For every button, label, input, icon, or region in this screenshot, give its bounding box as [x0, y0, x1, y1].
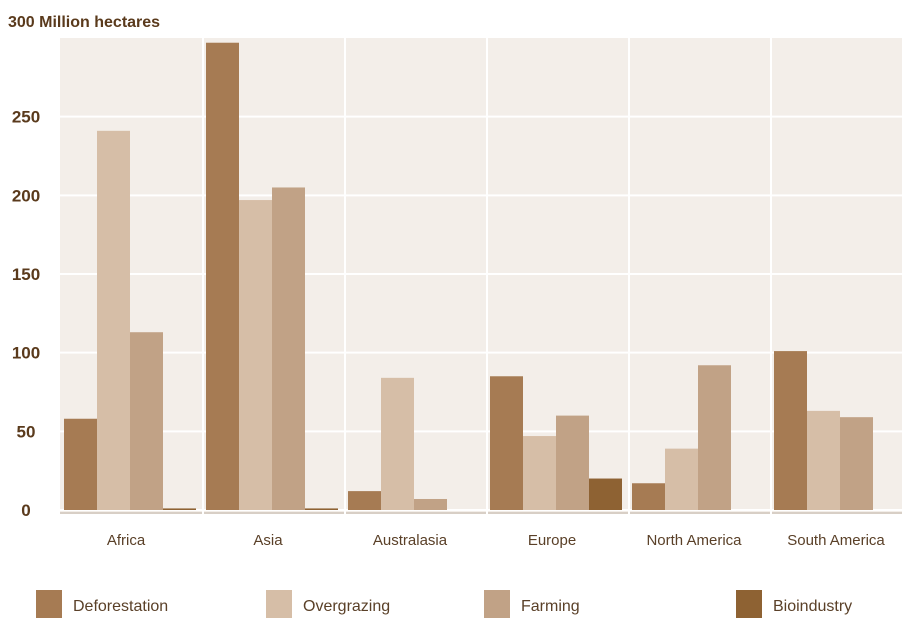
- x-axis-ticks: Africa Asia Australasia Europe North America…: [107, 532, 886, 549]
- x-tick-label: Asia: [253, 532, 283, 549]
- legend: Deforestation Overgrazing Farming Bioindust…: [36, 590, 852, 618]
- bar-deforestation-north-america: [632, 483, 665, 510]
- bar-farming-north-america: [698, 365, 731, 510]
- bar-farming-south-america: [840, 417, 873, 510]
- bar-overgrazing-north-america: [665, 448, 698, 510]
- bar-farming-australasia: [414, 498, 447, 510]
- bars: [64, 42, 873, 510]
- bar-deforestation-europe: [490, 376, 523, 510]
- legend-swatch: [266, 590, 292, 618]
- bar-deforestation-africa: [64, 418, 97, 510]
- legend-swatch: [736, 590, 762, 618]
- legend-item-bioindustry: Bioindustry: [736, 590, 852, 618]
- x-tick-label: Australasia: [373, 532, 448, 549]
- y-tick-label: 250: [12, 108, 40, 127]
- legend-item-overgrazing: Overgrazing: [266, 590, 390, 618]
- bar-deforestation-south-america: [774, 351, 807, 510]
- x-tick-label: North America: [646, 532, 742, 549]
- legend-swatch: [36, 590, 62, 618]
- legend-label: Deforestation: [73, 598, 168, 615]
- bar-overgrazing-asia: [239, 200, 272, 510]
- grid-lines: [60, 115, 902, 514]
- legend-swatch: [484, 590, 510, 618]
- y-axis-ticks: 0 50 100 150 200 250: [12, 108, 40, 520]
- bar-bioindustry-asia: [305, 508, 338, 510]
- bar-farming-europe: [556, 415, 589, 510]
- y-tick-label: 100: [12, 344, 40, 363]
- y-tick-label: 150: [12, 265, 40, 284]
- y-tick-label: 200: [12, 186, 40, 205]
- bar-bioindustry-europe: [589, 478, 622, 510]
- bar-deforestation-asia: [206, 42, 239, 510]
- bar-overgrazing-south-america: [807, 410, 840, 510]
- bar-deforestation-australasia: [348, 491, 381, 510]
- y-axis-title: 300 Million hectares: [8, 14, 160, 31]
- legend-label: Overgrazing: [303, 598, 390, 615]
- bar-overgrazing-australasia: [381, 377, 414, 510]
- y-tick-label: 50: [17, 422, 36, 441]
- legend-item-farming: Farming: [484, 590, 580, 618]
- legend-item-deforestation: Deforestation: [36, 590, 168, 618]
- category-separators: [202, 38, 772, 514]
- bar-bioindustry-africa: [163, 508, 196, 510]
- bar-overgrazing-africa: [97, 130, 130, 510]
- bar-farming-africa: [130, 332, 163, 510]
- bar-farming-asia: [272, 187, 305, 510]
- x-tick-label: South America: [787, 532, 885, 549]
- legend-label: Farming: [521, 598, 580, 615]
- x-tick-label: Europe: [528, 532, 576, 549]
- bar-overgrazing-europe: [523, 436, 556, 510]
- y-tick-label: 0: [21, 501, 30, 520]
- x-tick-label: Africa: [107, 532, 146, 549]
- legend-label: Bioindustry: [773, 598, 852, 615]
